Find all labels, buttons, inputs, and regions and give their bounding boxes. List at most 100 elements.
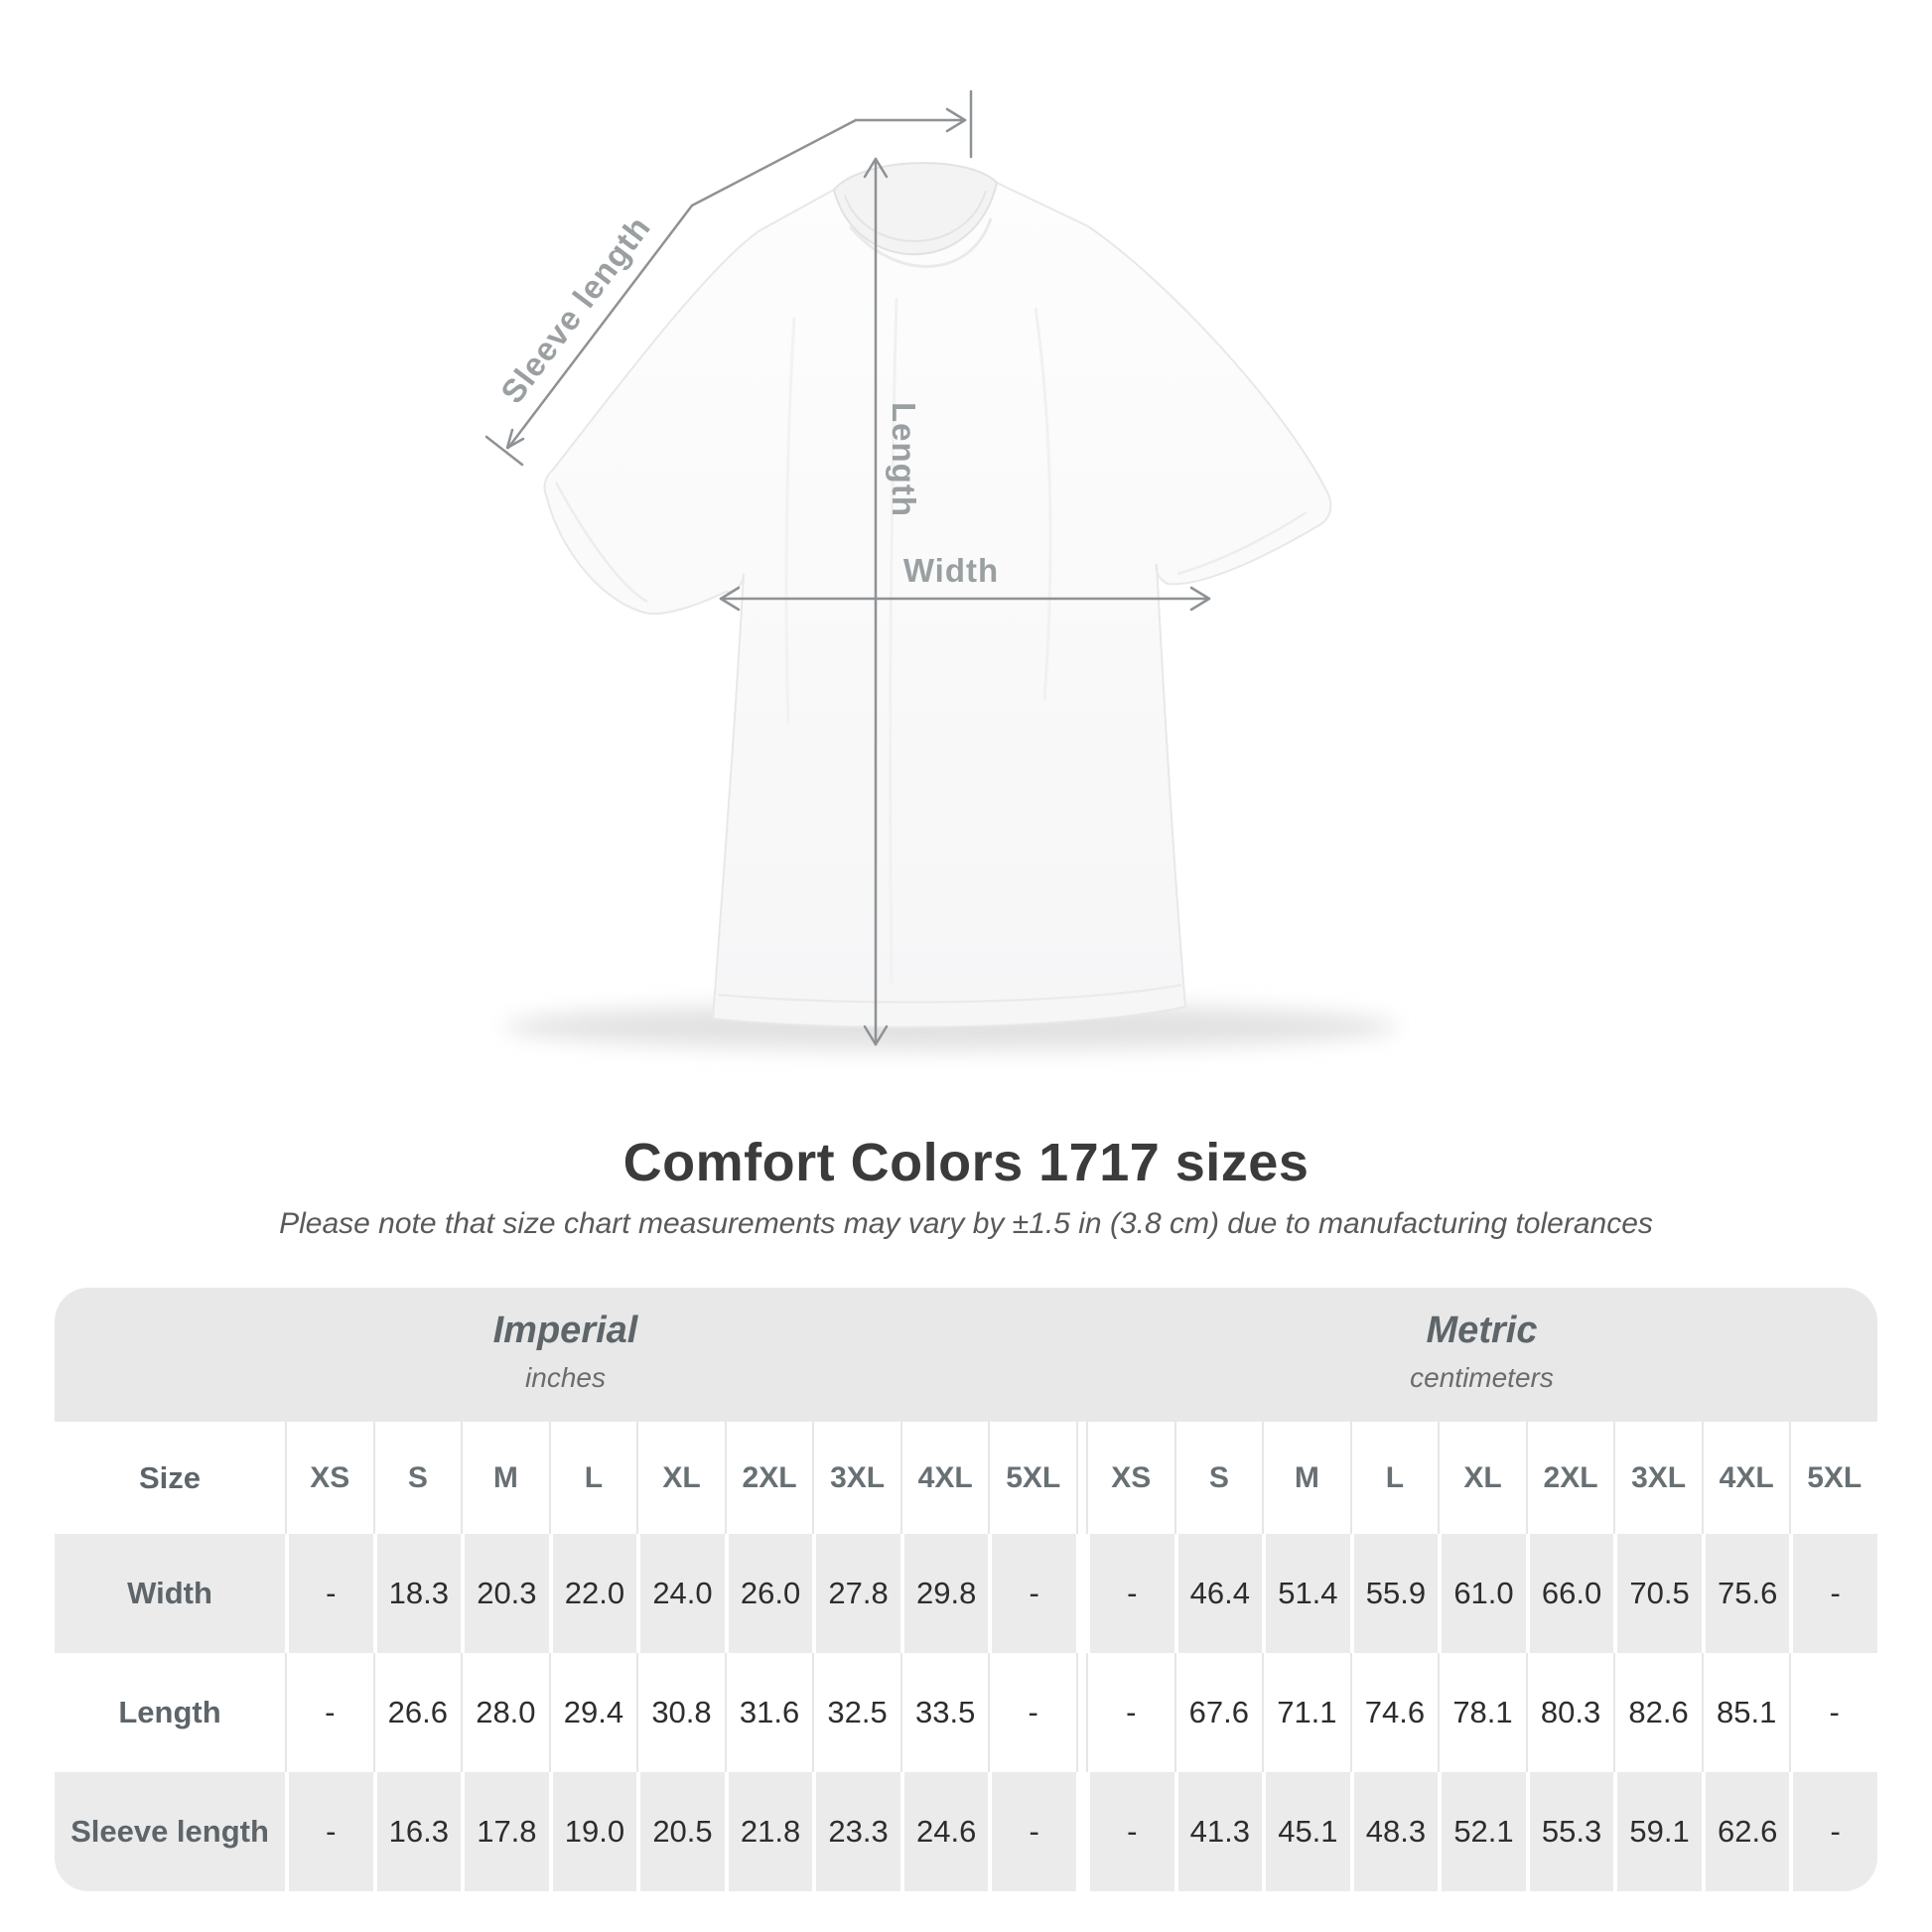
value-cell: 85.1 [1701, 1653, 1790, 1772]
value-cell: 16.3 [372, 1772, 462, 1891]
value-cell: 52.1 [1438, 1772, 1526, 1891]
value-cell: 33.5 [899, 1653, 989, 1772]
tshirt-measurement-diagram: Sleeve length Length Width [484, 89, 1398, 1050]
size-header-cell: 2XL [724, 1422, 813, 1534]
size-header-cell: M [461, 1422, 549, 1534]
size-header-cell: 5XL [988, 1422, 1076, 1534]
value-cell: 17.8 [461, 1772, 549, 1891]
value-cell: - [285, 1653, 373, 1772]
value-cell: 78.1 [1438, 1653, 1526, 1772]
size-header-cell: XL [1438, 1422, 1526, 1534]
length-arrowhead-top [863, 157, 889, 179]
tshirt-illustration [543, 181, 1332, 1029]
size-header-cell: 3XL [812, 1422, 900, 1534]
value-cell: - [988, 1653, 1076, 1772]
value-cell: 55.9 [1349, 1534, 1439, 1653]
sleeve-end-tick [484, 435, 524, 467]
fabric-folds [554, 217, 1308, 1004]
value-cell: - [988, 1534, 1076, 1653]
page-subtitle: Please note that size chart measurements… [279, 1207, 1653, 1240]
size-table-container: Imperial inches Metric centimeters Size X… [55, 1288, 1877, 1891]
sleeve-diagonal-arrowhead [505, 428, 525, 450]
row-label: Length [55, 1653, 285, 1772]
unit-header-band: Imperial inches Metric centimeters [55, 1288, 1877, 1422]
value-cell: 29.8 [899, 1534, 989, 1653]
size-header-cell: S [1173, 1422, 1263, 1534]
size-header-cell: M [1262, 1422, 1350, 1534]
size-table: Size XS S M L XL 2XL 3XL 4XL 5XL XS S M L XL 2XL 3XL 4XL 5… [55, 1422, 1877, 1891]
value-cell: 67.6 [1173, 1653, 1263, 1772]
value-cell: 24.6 [899, 1772, 989, 1891]
value-cell: 74.6 [1349, 1653, 1439, 1772]
value-cell: 59.1 [1613, 1772, 1702, 1891]
size-header-cell: L [548, 1422, 637, 1534]
size-header-cell: 2XL [1525, 1422, 1614, 1534]
value-cell: - [1789, 1772, 1877, 1891]
length-label: Length [886, 402, 922, 517]
measurement-lines [484, 89, 1211, 1046]
value-cell: 66.0 [1525, 1534, 1614, 1653]
value-cell: - [285, 1534, 373, 1653]
width-label: Width [902, 552, 1000, 589]
value-cell: 18.3 [372, 1534, 462, 1653]
size-column-header: Size [55, 1422, 285, 1534]
value-cell: 20.5 [636, 1772, 725, 1891]
section-divider [1076, 1653, 1086, 1772]
value-cell: 29.4 [548, 1653, 637, 1772]
size-header-cell: 4XL [899, 1422, 989, 1534]
size-header-cell: L [1349, 1422, 1439, 1534]
section-divider [1076, 1534, 1086, 1653]
imperial-title: Imperial [492, 1310, 638, 1351]
value-cell: 28.0 [461, 1653, 549, 1772]
width-arrowhead-right [1189, 586, 1211, 612]
value-cell: 48.3 [1349, 1772, 1439, 1891]
value-cell: 22.0 [548, 1534, 637, 1653]
size-header-cell: XS [1086, 1422, 1174, 1534]
sleeve-horizontal-arrowhead [945, 107, 967, 133]
value-cell: 45.1 [1262, 1772, 1350, 1891]
length-arrowhead-bottom [863, 1025, 889, 1046]
value-cell: - [1086, 1653, 1174, 1772]
size-header-cell: 4XL [1701, 1422, 1790, 1534]
value-cell: - [1086, 1772, 1174, 1891]
size-header-cell: S [372, 1422, 462, 1534]
metric-unit: centimeters [1410, 1362, 1554, 1393]
value-cell: - [1789, 1653, 1877, 1772]
imperial-unit: inches [525, 1362, 606, 1393]
value-cell: - [988, 1772, 1076, 1891]
value-cell: 70.5 [1613, 1534, 1702, 1653]
value-cell: 23.3 [812, 1772, 900, 1891]
value-cell: 32.5 [812, 1653, 900, 1772]
value-cell: 26.0 [724, 1534, 813, 1653]
size-header-cell: 3XL [1613, 1422, 1702, 1534]
tshirt-diagram-svg [484, 89, 1398, 1050]
value-cell: 19.0 [548, 1772, 637, 1891]
value-cell: 30.8 [636, 1653, 725, 1772]
value-cell: - [285, 1772, 373, 1891]
section-divider [1076, 1422, 1086, 1534]
value-cell: 61.0 [1438, 1534, 1526, 1653]
sleeve-diagonal-line [506, 118, 858, 450]
width-arrowhead-left [719, 586, 741, 612]
value-cell: 80.3 [1525, 1653, 1614, 1772]
row-label: Sleeve length [55, 1772, 285, 1891]
value-cell: 27.8 [812, 1534, 900, 1653]
value-cell: 24.0 [636, 1534, 725, 1653]
section-divider [1076, 1772, 1086, 1891]
value-cell: 71.1 [1262, 1653, 1350, 1772]
value-cell: 51.4 [1262, 1534, 1350, 1653]
value-cell: - [1789, 1534, 1877, 1653]
row-label: Width [55, 1534, 285, 1653]
metric-title: Metric [1426, 1310, 1538, 1351]
collar-rib-line [844, 190, 987, 242]
size-header-cell: 5XL [1789, 1422, 1877, 1534]
value-cell: 75.6 [1701, 1534, 1790, 1653]
value-cell: 55.3 [1525, 1772, 1614, 1891]
unit-header-metric: Metric centimeters [1086, 1288, 1877, 1422]
value-cell: 46.4 [1173, 1534, 1263, 1653]
value-cell: 41.3 [1173, 1772, 1263, 1891]
size-header-cell: XS [285, 1422, 373, 1534]
value-cell: 26.6 [372, 1653, 462, 1772]
unit-header-imperial: Imperial inches [55, 1288, 1076, 1422]
